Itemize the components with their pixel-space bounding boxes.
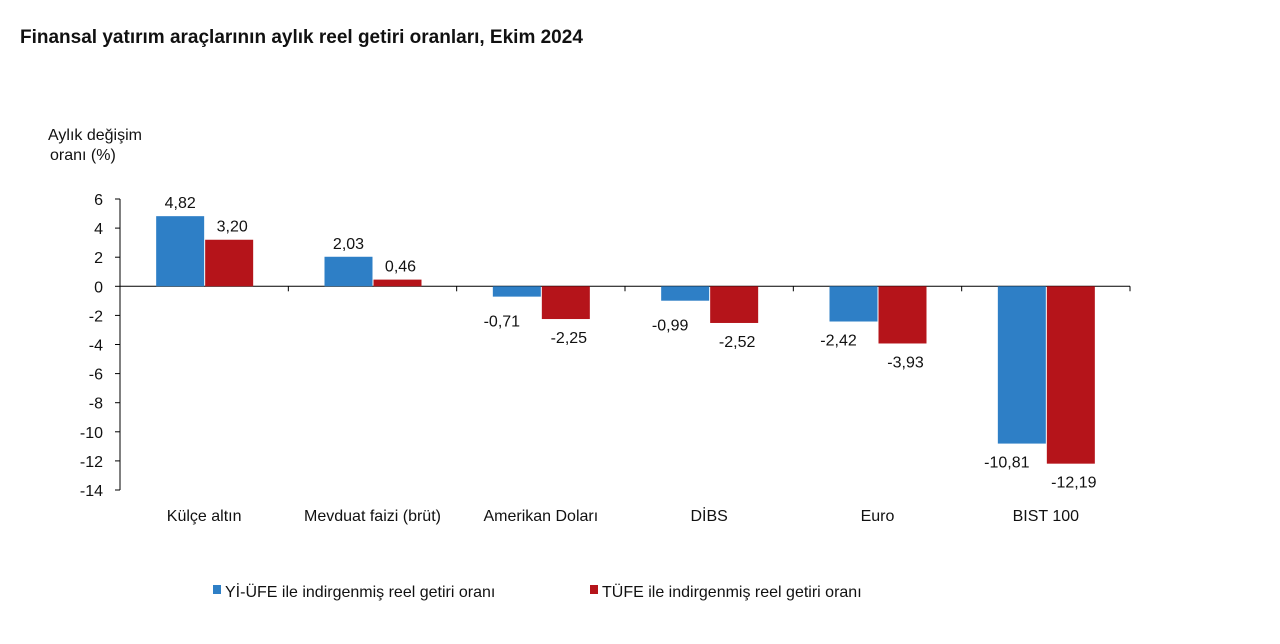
bar-yiufe: [997, 286, 1046, 444]
data-label: -2,52: [719, 334, 756, 351]
y-tick-label: -10: [80, 425, 103, 442]
y-tick-label: 2: [94, 250, 103, 267]
y-tick-label: 0: [94, 279, 103, 296]
y-tick-label: -6: [89, 367, 103, 384]
bar-tufe: [878, 286, 927, 344]
data-label: -12,19: [1051, 475, 1096, 492]
bar-tufe: [710, 286, 759, 323]
bar-yiufe: [829, 286, 878, 322]
data-label: 2,03: [333, 236, 364, 253]
bar-tufe: [205, 239, 254, 287]
data-label: -0,71: [484, 314, 521, 331]
y-tick-label: 4: [94, 221, 103, 238]
data-label: 3,20: [217, 219, 248, 236]
data-label: 4,82: [165, 195, 196, 212]
y-tick-label: -4: [89, 338, 103, 355]
category-label: Külçe altın: [167, 508, 242, 525]
data-label: -2,25: [551, 330, 588, 347]
bar-yiufe: [492, 286, 541, 297]
bar-yiufe: [324, 256, 373, 287]
data-label: 0,46: [385, 259, 416, 276]
chart-title: Finansal yatırım araçlarının aylık reel …: [20, 27, 583, 48]
y-axis-label: oranı (%): [50, 147, 116, 164]
bar-yiufe: [156, 216, 205, 287]
legend-label: Yİ-ÜFE ile indirgenmiş reel getiri oranı: [225, 582, 495, 601]
bar-yiufe: [661, 286, 710, 301]
category-label: Euro: [861, 508, 895, 525]
legend-label: TÜFE ile indirgenmiş reel getiri oranı: [602, 583, 862, 601]
bar-tufe: [541, 286, 590, 320]
bar-tufe: [373, 279, 422, 287]
category-label: DİBS: [690, 506, 727, 525]
y-tick-label: -12: [80, 454, 103, 471]
y-tick-label: 6: [94, 192, 103, 209]
data-label: -2,42: [820, 333, 857, 350]
y-tick-label: -14: [80, 483, 103, 500]
legend-swatch: [213, 585, 221, 594]
category-label: BIST 100: [1013, 508, 1080, 525]
y-tick-label: -8: [89, 396, 103, 413]
category-label: Amerikan Doları: [483, 508, 598, 525]
data-label: -0,99: [652, 318, 689, 335]
bar-tufe: [1046, 286, 1095, 464]
category-label: Mevduat faizi (brüt): [304, 508, 441, 525]
y-tick-label: -2: [89, 308, 103, 325]
legend-swatch: [590, 585, 598, 594]
data-label: -10,81: [984, 455, 1029, 472]
data-label: -3,93: [887, 354, 924, 371]
y-axis-label: Aylık değişim: [48, 127, 142, 144]
